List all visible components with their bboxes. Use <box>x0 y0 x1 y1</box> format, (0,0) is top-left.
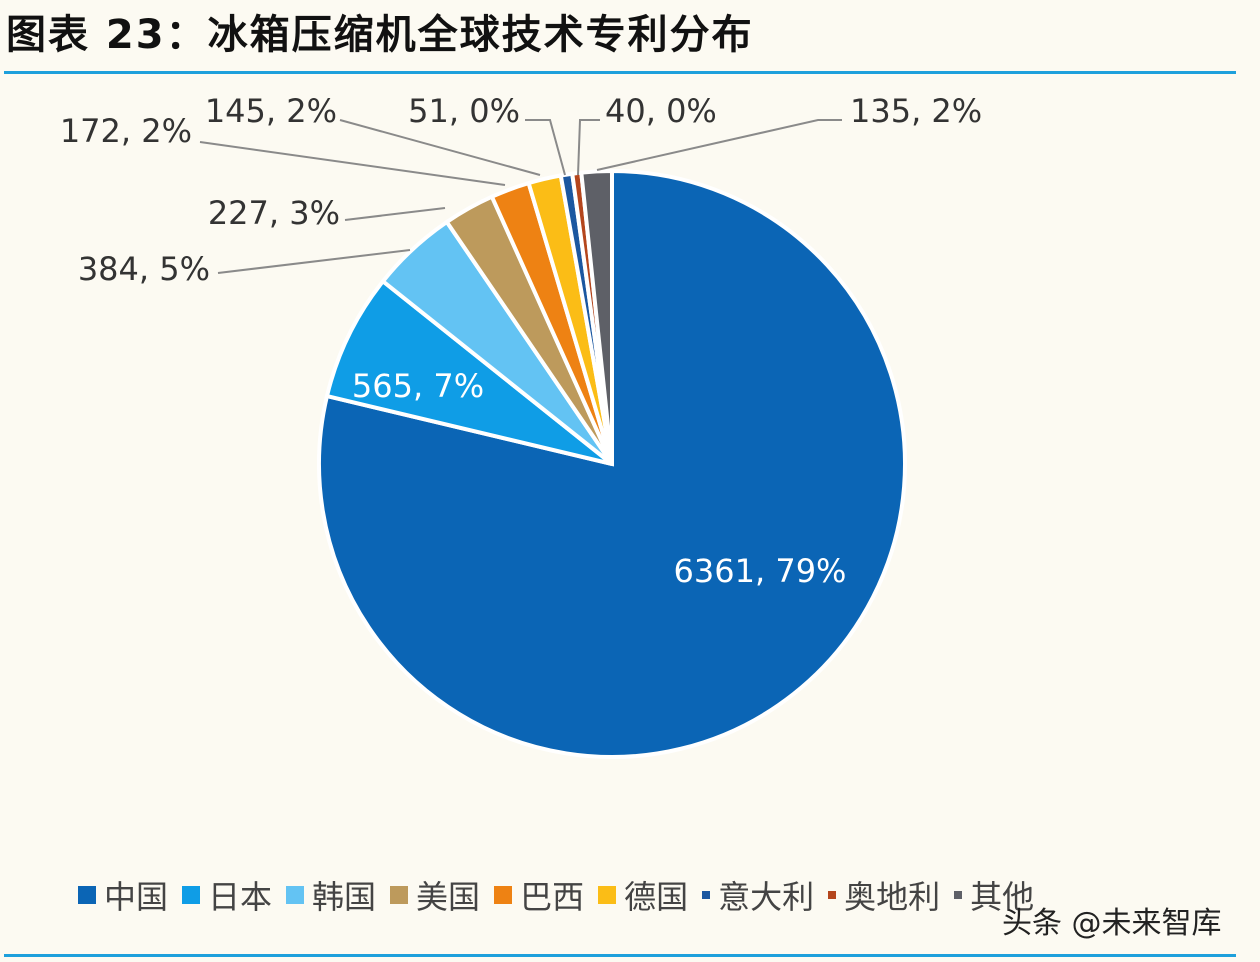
pie-slice-8 <box>579 168 614 465</box>
legend-swatch <box>182 886 201 904</box>
legend-item-7: 奥地利 <box>828 872 940 918</box>
legend-label: 韩国 <box>312 878 377 916</box>
legend-item-4: 巴西 <box>494 872 584 918</box>
legend-item-5: 德国 <box>598 872 688 918</box>
legend-item-3: 美国 <box>390 872 480 918</box>
legend-swatch <box>598 886 617 904</box>
leader-line-8 <box>596 119 842 171</box>
legend-label: 德国 <box>624 878 689 916</box>
legend-swatch <box>494 886 513 904</box>
legend-swatch <box>954 891 963 899</box>
legend-label: 日本 <box>208 878 273 916</box>
legend-swatch <box>702 891 711 899</box>
legend-item-0: 中国 <box>78 872 168 918</box>
legend-item-6: 意大利 <box>702 872 814 918</box>
leader-line-2 <box>217 249 411 274</box>
leader-line-4 <box>199 141 506 186</box>
chart-title: 图表 23：冰箱压缩机全球技术专利分布 <box>6 12 754 58</box>
data-label-4: 172, 2% <box>60 112 192 150</box>
bottom-divider <box>4 954 1236 957</box>
data-label-5: 145, 2% <box>205 92 337 130</box>
top-divider <box>4 71 1236 74</box>
legend-label: 美国 <box>416 878 481 916</box>
legend-label: 中国 <box>104 878 169 916</box>
legend: 中国 日本 韩国 美国 巴西 德国 意大利 奥地利 其他 <box>78 872 1034 918</box>
leader-line-7 <box>577 119 600 176</box>
legend-item-1: 日本 <box>182 872 272 918</box>
legend-label: 巴西 <box>520 878 585 916</box>
data-label-0: 6361, 79% <box>674 552 847 590</box>
pie-slice-1 <box>324 278 614 466</box>
data-label-6: 51, 0% <box>408 92 520 130</box>
data-label-2: 384, 5% <box>78 250 210 288</box>
leader-line-3 <box>344 207 446 221</box>
legend-swatch <box>286 886 305 904</box>
data-label-3: 227, 3% <box>208 194 340 232</box>
legend-item-8: 其他 <box>954 872 1034 918</box>
legend-label: 奥地利 <box>844 878 941 916</box>
leader-line-6 <box>525 119 566 176</box>
data-label-7: 40, 0% <box>605 92 717 130</box>
legend-item-2: 韩国 <box>286 872 376 918</box>
leader-line-5 <box>339 119 541 176</box>
data-label-1: 565, 7% <box>352 367 484 405</box>
watermark: 头条 @未来智库 <box>1002 906 1222 941</box>
legend-swatch <box>828 891 837 899</box>
legend-label: 意大利 <box>718 878 815 916</box>
legend-swatch <box>390 886 409 904</box>
pie-slice-0 <box>317 168 907 759</box>
data-label-8: 135, 2% <box>850 92 982 130</box>
legend-label: 其他 <box>970 878 1035 916</box>
legend-swatch <box>78 886 96 904</box>
